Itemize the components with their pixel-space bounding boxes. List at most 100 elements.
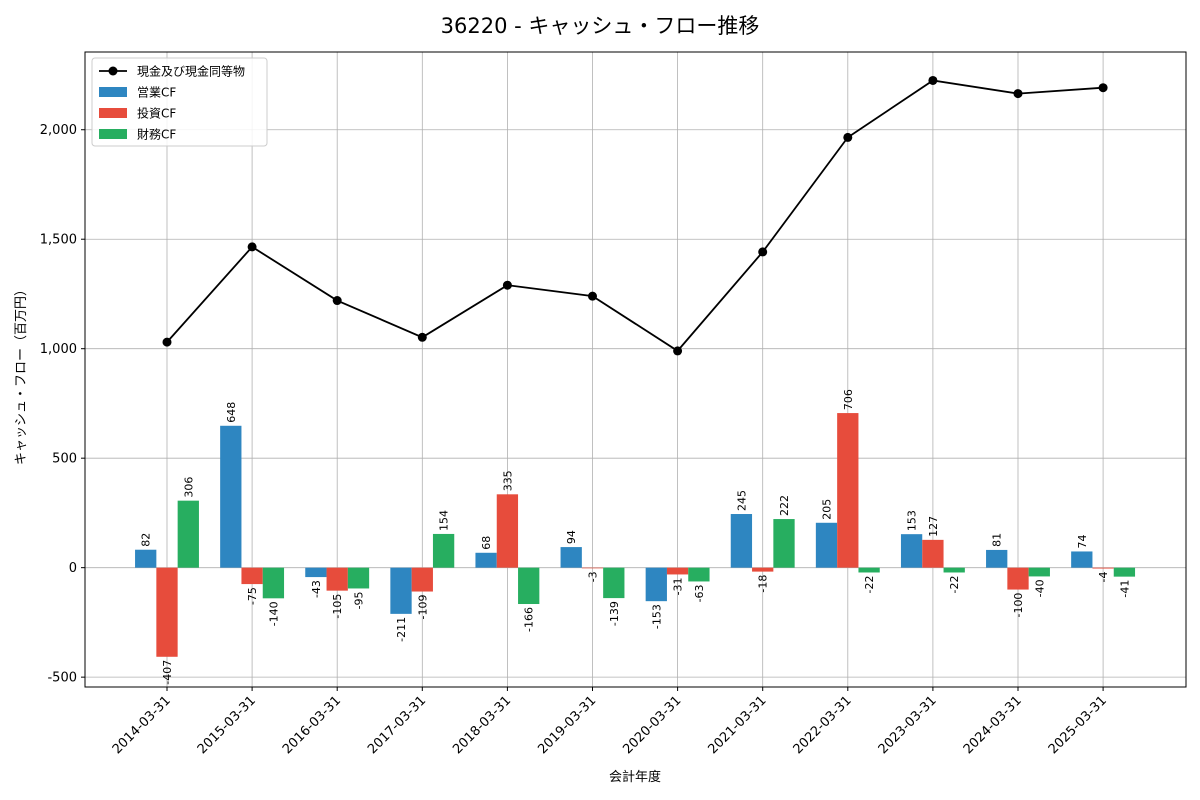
- bar-1: [1092, 567, 1114, 569]
- y-tick-label: 1,000: [40, 342, 77, 357]
- bar-2: [858, 567, 880, 573]
- bar-value-label: -109: [416, 595, 429, 620]
- cash-line-path: [166, 79, 1104, 353]
- bar-value-label: -41: [1118, 580, 1131, 598]
- bar-1: [752, 567, 774, 572]
- bar-value-label: -140: [267, 601, 280, 626]
- legend-bar-swatch: [99, 87, 127, 97]
- bar-labels: 82 648 -43 -211 68 94 -153 245 205 153 81 74 -407 -75…: [140, 389, 1132, 685]
- legend-box: [91, 57, 268, 147]
- bar-value-label: 648: [225, 402, 238, 423]
- bar-value-label: -40: [1033, 579, 1046, 597]
- y-tick-label: -500: [47, 671, 77, 686]
- cash-point: [843, 132, 853, 142]
- bar-2: [177, 500, 199, 568]
- bar-0: [986, 549, 1008, 568]
- cash-point: [417, 332, 427, 342]
- bar-2: [688, 567, 710, 582]
- x-tick-label: 2020-03-31: [620, 693, 684, 757]
- bar-value-label: -63: [693, 584, 706, 602]
- bar-2: [347, 567, 370, 589]
- bar-value-label: 127: [927, 516, 940, 537]
- bar-2: [943, 567, 965, 573]
- bar-value-label: 335: [501, 470, 514, 491]
- bar-2: [603, 567, 625, 599]
- bar-1: [411, 567, 433, 592]
- legend-label: 財務CF: [137, 127, 176, 142]
- bar-value-label: -43: [310, 580, 323, 598]
- bar-value-label: 82: [140, 533, 153, 547]
- bar-value-label: 306: [182, 477, 195, 498]
- x-tick-label: 2022-03-31: [791, 693, 855, 757]
- x-tick-label: 2025-03-31: [1046, 693, 1110, 757]
- cash-point: [758, 247, 768, 257]
- bar-value-label: -166: [523, 607, 536, 632]
- bar-value-label: -95: [353, 591, 366, 609]
- bar-value-label: 94: [565, 530, 578, 544]
- bar-0: [900, 534, 923, 568]
- x-tick-label: 2023-03-31: [876, 693, 940, 757]
- x-tick-label: 2019-03-31: [535, 693, 599, 757]
- bar-value-label: -18: [757, 575, 770, 593]
- bar-value-label: 205: [821, 499, 834, 520]
- legend-label: 現金及び現金同等物: [137, 64, 245, 79]
- bar-value-label: 706: [842, 389, 855, 410]
- bar-value-label: -153: [650, 604, 663, 629]
- y-tick-label: 500: [52, 452, 77, 467]
- x-tick-label: 2021-03-31: [705, 693, 769, 757]
- legend-label: 営業CF: [137, 86, 176, 100]
- bar-0: [220, 425, 242, 568]
- bar-value-label: -100: [1012, 593, 1025, 618]
- bar-value-label: 153: [906, 510, 919, 531]
- bar-0: [1071, 551, 1093, 568]
- x-tick-label: 2016-03-31: [280, 693, 344, 757]
- x-tick-label: 2024-03-31: [961, 693, 1025, 757]
- bar-1: [326, 567, 348, 591]
- cash-point: [1098, 83, 1108, 93]
- bar-value-label: 245: [735, 490, 748, 511]
- bar-0: [135, 549, 157, 568]
- bar-value-label: 222: [778, 495, 791, 516]
- chart-title: 36220 - キャッシュ・フロー推移: [441, 14, 760, 38]
- bar-2: [262, 567, 285, 599]
- bar-value-label: -31: [672, 577, 685, 595]
- bar-2: [1113, 567, 1136, 577]
- x-tick-label: 2018-03-31: [450, 693, 514, 757]
- bar-value-label: -22: [863, 575, 876, 593]
- bar-0: [305, 567, 327, 578]
- cash-point: [332, 296, 342, 306]
- bar-value-label: -22: [948, 575, 961, 593]
- bar-0: [815, 522, 838, 568]
- bar-value-label: 68: [480, 536, 493, 550]
- bar-1: [241, 567, 263, 585]
- bar-1: [496, 494, 519, 568]
- y-axis-label: キャッシュ・フロー（百万円）: [14, 283, 29, 465]
- x-tick-label: 2015-03-31: [195, 693, 259, 757]
- cash-point: [162, 337, 172, 347]
- x-axis-label: 会計年度: [609, 769, 661, 785]
- bar-1: [1007, 567, 1029, 590]
- bar-value-label: -211: [395, 617, 408, 642]
- bar-2: [1028, 567, 1050, 577]
- legend-bar-swatch: [99, 129, 127, 139]
- bar-0: [730, 514, 753, 568]
- bar-value-label: 81: [991, 533, 1004, 547]
- legend-bar-swatch: [99, 108, 127, 118]
- cash-line: [162, 75, 1108, 356]
- bar-value-label: -139: [608, 601, 621, 626]
- y-axis: -500 0 500 1,000 1,500 2,000: [40, 123, 85, 686]
- y-tick-label: 0: [69, 561, 77, 576]
- bar-1: [666, 567, 689, 575]
- bar-2: [773, 519, 795, 568]
- bar-1: [837, 413, 859, 568]
- bar-2: [518, 567, 540, 605]
- bar-2: [432, 533, 455, 568]
- legend-marker: [108, 66, 118, 76]
- bar-value-label: -3: [587, 571, 600, 582]
- y-tick-label: 1,500: [40, 233, 77, 248]
- bar-0: [475, 552, 497, 568]
- bar-1: [922, 539, 944, 568]
- cash-point: [247, 242, 257, 252]
